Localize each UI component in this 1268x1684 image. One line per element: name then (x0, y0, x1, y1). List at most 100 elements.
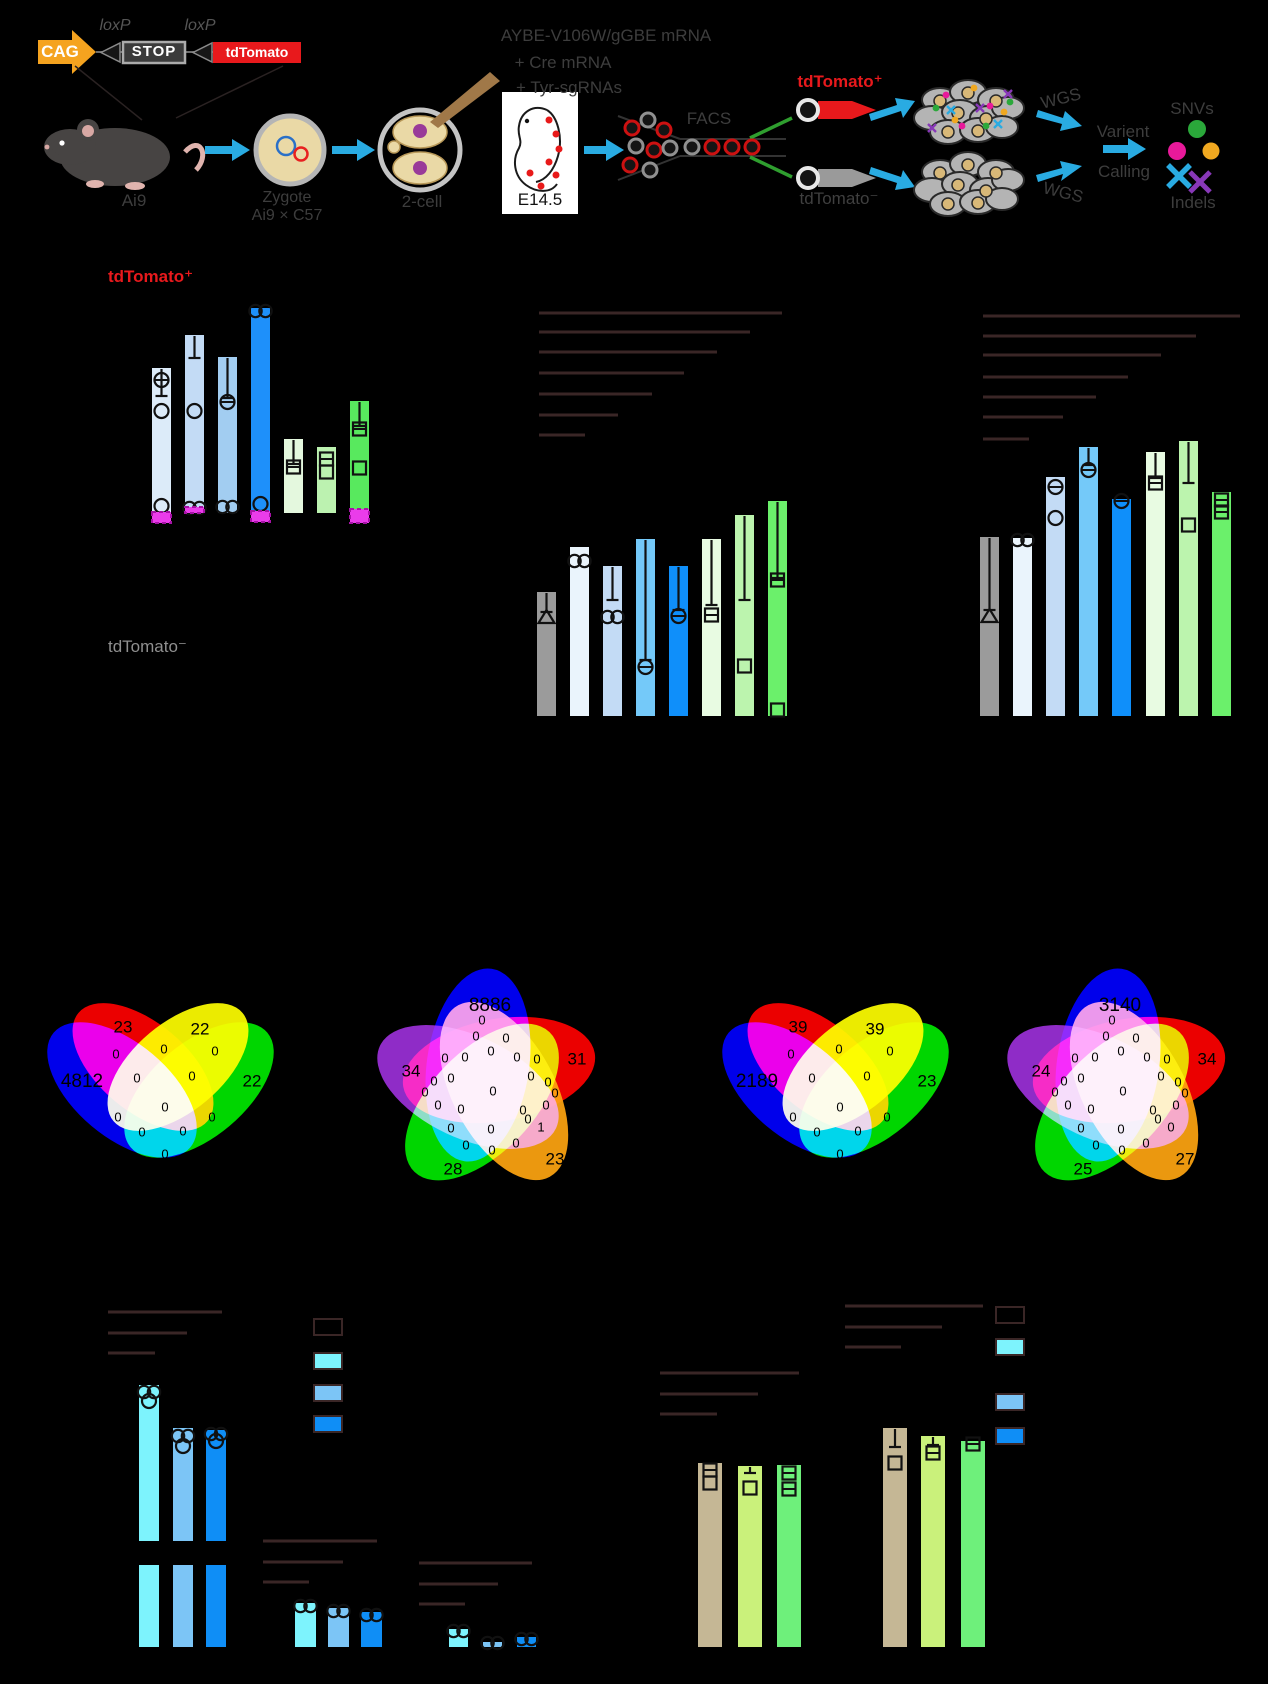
venn-count: 0 (160, 1041, 167, 1056)
mouse-tail (183, 143, 206, 172)
venn-count: 0 (502, 1030, 509, 1045)
bar (669, 566, 688, 716)
embryo-outline (513, 107, 558, 192)
data-point-circle (490, 1635, 505, 1651)
venn-count: 0 (512, 1135, 519, 1150)
nucleus (413, 161, 427, 175)
tdtomato-box-label: tdTomato (225, 44, 289, 60)
venn-count: 0 (161, 1099, 168, 1114)
tdtomato-neg-reference-bar (349, 508, 370, 524)
data-point-circle (326, 1603, 341, 1619)
venn-count: 0 (1077, 1120, 1084, 1135)
venn-ellipse (438, 1000, 570, 1182)
panel-b-tdtomato-neg-label: tdTomato⁻ (108, 637, 187, 656)
data-point-circle (480, 1635, 495, 1651)
mouse-eye (59, 140, 65, 146)
bar (1179, 441, 1198, 716)
venn-count: 0 (461, 1049, 468, 1064)
bar (961, 1441, 985, 1647)
venn-count: 0 (1102, 1028, 1109, 1043)
bar-segment (139, 1565, 159, 1647)
venn-count: 0 (1163, 1051, 1170, 1066)
venn-count: 0 (472, 1028, 479, 1043)
arrow-up-right-icon (1036, 161, 1082, 182)
data-point-circle (336, 1603, 351, 1619)
data-point-circle (140, 1392, 158, 1410)
data-point-circle (215, 499, 230, 515)
venn-count: 0 (1092, 1137, 1099, 1152)
data-point-circle (600, 609, 615, 625)
stop-cassette-box (121, 40, 187, 65)
data-point-square (742, 1480, 758, 1496)
tdtomato-pos-cell-cluster (913, 79, 1025, 145)
venn-count: 0 (835, 1041, 842, 1056)
venn-count: 0 (161, 1146, 168, 1161)
venn-count: 0 (1149, 1102, 1156, 1117)
construct-pointer-line (74, 65, 143, 121)
venn-count: 34 (1198, 1049, 1217, 1068)
tdtomato-neg-reference-bar (184, 506, 205, 514)
data-point-circle (369, 1607, 384, 1623)
venn-count: 0 (211, 1043, 218, 1058)
data-point-circle (258, 303, 273, 319)
bar (768, 501, 787, 716)
loxp-triangle-icon (191, 41, 213, 64)
mouse-illustration (44, 119, 206, 190)
venn-count: 27 (1176, 1149, 1195, 1168)
two-cell-label: 2-cell (401, 192, 443, 211)
bar (1112, 499, 1131, 716)
bar (883, 1428, 907, 1647)
venn-count: 0 (883, 1109, 890, 1124)
venn-count: 0 (1064, 1097, 1071, 1112)
venn-count: 0 (1132, 1030, 1139, 1045)
bar (603, 566, 622, 716)
flow-arrows (205, 98, 1146, 190)
tdtomato-pos-editing-bars (151, 303, 370, 524)
venn-count: 23 (114, 1017, 133, 1036)
mouse-label: Ai9 (121, 191, 147, 210)
data-point-circle (293, 1598, 308, 1614)
data-point-circle (1020, 532, 1035, 548)
venn-count: 0 (787, 1046, 794, 1061)
nucleus (413, 124, 427, 138)
embryo-eye (524, 118, 530, 124)
bar (702, 539, 721, 716)
bar (449, 1629, 468, 1647)
facs-cells (621, 111, 761, 179)
injection-needle (430, 72, 500, 128)
venn-count: 0 (457, 1101, 464, 1116)
bar (1212, 492, 1231, 716)
data-point-circle (153, 402, 170, 420)
venn-count: 0 (1091, 1049, 1098, 1064)
legend-swatch (313, 1384, 343, 1402)
venn-count: 0 (519, 1102, 526, 1117)
venn-count: 0 (808, 1070, 815, 1085)
data-point-square (1180, 517, 1197, 533)
venn-count: 0 (1142, 1135, 1149, 1150)
polar-body (387, 140, 401, 154)
venn-count: 0 (1119, 1083, 1126, 1098)
venn-count: 0 (1060, 1073, 1067, 1088)
data-point-circle (524, 1631, 539, 1647)
sort-gate-line (749, 155, 793, 179)
venn-count: 0 (1154, 1111, 1161, 1126)
bar (735, 515, 754, 716)
venn-count: 0 (188, 1068, 195, 1083)
data-point-circle (1047, 509, 1064, 527)
arrow-up-right-icon (869, 98, 915, 121)
data-point-square (736, 658, 753, 674)
venn-count: 0 (1077, 1070, 1084, 1085)
data-point-circle (186, 402, 203, 420)
arrow-right-icon (1103, 138, 1146, 160)
bar (980, 537, 999, 716)
venn-count: 0 (854, 1123, 861, 1138)
venn-count: 0 (886, 1043, 893, 1058)
venn-count: 0 (1167, 1119, 1174, 1134)
facs-label: FACS (686, 109, 732, 128)
data-point-triangle (536, 607, 557, 625)
venn-count: 22 (243, 1071, 262, 1090)
